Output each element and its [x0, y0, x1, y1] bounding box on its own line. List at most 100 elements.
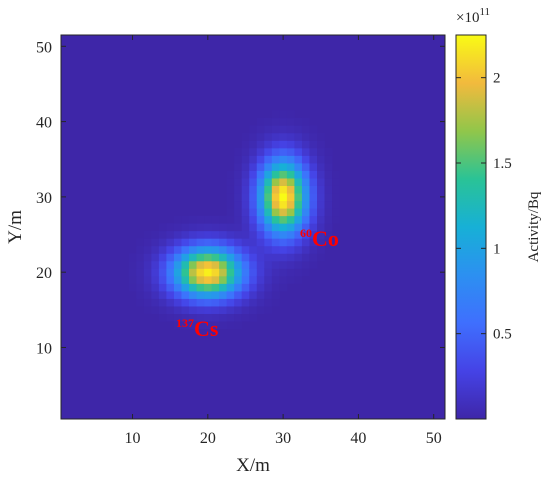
heatmap-cell	[189, 298, 197, 307]
heatmap-cell	[301, 238, 310, 247]
colorbar-tick-label: 2	[493, 71, 501, 87]
heatmap-cell	[271, 268, 280, 277]
heatmap-cell	[189, 268, 197, 277]
heatmap-cell	[166, 283, 175, 292]
heatmap-cell	[264, 268, 273, 277]
annotation-cesium-mass: 137	[176, 316, 194, 330]
heatmap-cell	[158, 223, 167, 232]
heatmap-cell	[151, 283, 160, 292]
heatmap-cell	[271, 253, 280, 262]
heatmap-cell	[219, 321, 228, 330]
x-tick-label: 10	[125, 430, 141, 447]
heatmap-cell	[271, 163, 280, 171]
heatmap-cell	[309, 238, 318, 247]
heatmap-cell	[286, 215, 295, 224]
heatmap-cell	[226, 238, 235, 247]
heatmap-cell	[256, 238, 265, 247]
heatmap-cell	[301, 170, 310, 179]
heatmap-cell	[271, 178, 280, 186]
heatmap-cell	[256, 185, 265, 194]
heatmap-cell	[196, 215, 205, 224]
y-tick-label: 50	[36, 39, 52, 56]
y-tick-label: 10	[36, 340, 52, 357]
heatmap-cell	[234, 253, 243, 262]
heatmap-cell	[264, 147, 273, 156]
heatmap-cell	[249, 268, 258, 277]
heatmap-cell	[317, 140, 325, 149]
heatmap-cell	[256, 193, 265, 202]
heatmap-cell	[128, 275, 137, 284]
heatmap-cell	[301, 185, 310, 194]
heatmap-cell	[211, 321, 220, 330]
heatmap-cell	[241, 163, 250, 171]
heatmap-cell	[128, 283, 137, 292]
heatmap-cell	[324, 163, 333, 171]
annotation-cobalt-symbol: Co	[312, 226, 339, 251]
heatmap-cell	[211, 306, 220, 314]
heatmap-cell	[211, 283, 220, 292]
heatmap-cell	[264, 185, 273, 194]
heatmap-cell	[294, 253, 303, 262]
heatmap-cell	[241, 170, 250, 179]
heatmap-cell	[294, 147, 303, 156]
heatmap-cell	[241, 260, 250, 269]
heatmap-cell	[143, 291, 152, 299]
heatmap-cell	[264, 215, 273, 224]
heatmap-cell	[173, 230, 182, 239]
heatmap-cell	[219, 268, 228, 277]
heatmap-cell	[196, 313, 205, 322]
colorbar-frame	[455, 34, 487, 420]
heatmap-cell	[241, 140, 250, 149]
heatmap-cell	[301, 147, 310, 156]
heatmap-cell	[249, 253, 258, 262]
heatmap-cell	[317, 208, 325, 217]
heatmap-cell	[189, 223, 197, 232]
heatmap-cell	[249, 163, 258, 171]
heatmap-cell	[271, 125, 280, 134]
heatmap-cell	[173, 223, 182, 232]
heatmap-cell	[249, 140, 258, 149]
heatmap-cell	[158, 260, 167, 269]
heatmap-cell	[173, 260, 182, 269]
heatmap-cell	[317, 223, 325, 232]
heatmap-cell	[128, 260, 137, 269]
heatmap-cell	[196, 306, 205, 314]
heatmap-cell	[158, 298, 167, 307]
heatmap-cell	[324, 178, 333, 186]
heatmap-cell	[204, 298, 212, 307]
heatmap-cell	[286, 147, 295, 156]
heatmap-cell	[241, 208, 250, 217]
svg-text:60Co: 60Co	[300, 226, 339, 251]
heatmap-cell	[317, 193, 325, 202]
heatmap-cell	[256, 223, 265, 232]
heatmap-cell	[279, 110, 288, 119]
heatmap-cell	[234, 260, 243, 269]
heatmap-cell	[166, 275, 175, 284]
heatmap-cell	[309, 193, 318, 202]
heatmap-cell	[294, 117, 303, 126]
heatmap-cell	[211, 223, 220, 232]
heatmap-cell	[301, 215, 310, 224]
heatmap-cell	[196, 260, 205, 269]
heatmap-cell	[249, 298, 258, 307]
heatmap-cell	[136, 245, 145, 254]
heatmap-cell	[264, 298, 273, 307]
heatmap-cell	[256, 298, 265, 307]
heatmap-cell	[256, 178, 265, 186]
heatmap-cell	[309, 200, 318, 209]
heatmap-cell	[204, 223, 212, 232]
heatmap-cell	[166, 223, 175, 232]
colorbar-tick-label: 0.5	[493, 327, 512, 343]
heatmap-cell	[219, 223, 228, 232]
heatmap-cell	[286, 230, 295, 239]
heatmap-cell	[332, 215, 340, 224]
heatmap-cell	[234, 268, 243, 277]
heatmap-cell	[286, 193, 295, 202]
heatmap-cell	[226, 268, 235, 277]
heatmap-cell	[279, 132, 288, 141]
heatmap-cell	[317, 132, 325, 141]
heatmap-cell	[279, 147, 288, 156]
heatmap-cell	[301, 200, 310, 209]
heatmap-cell	[226, 170, 235, 179]
heatmap-cell	[241, 291, 250, 299]
